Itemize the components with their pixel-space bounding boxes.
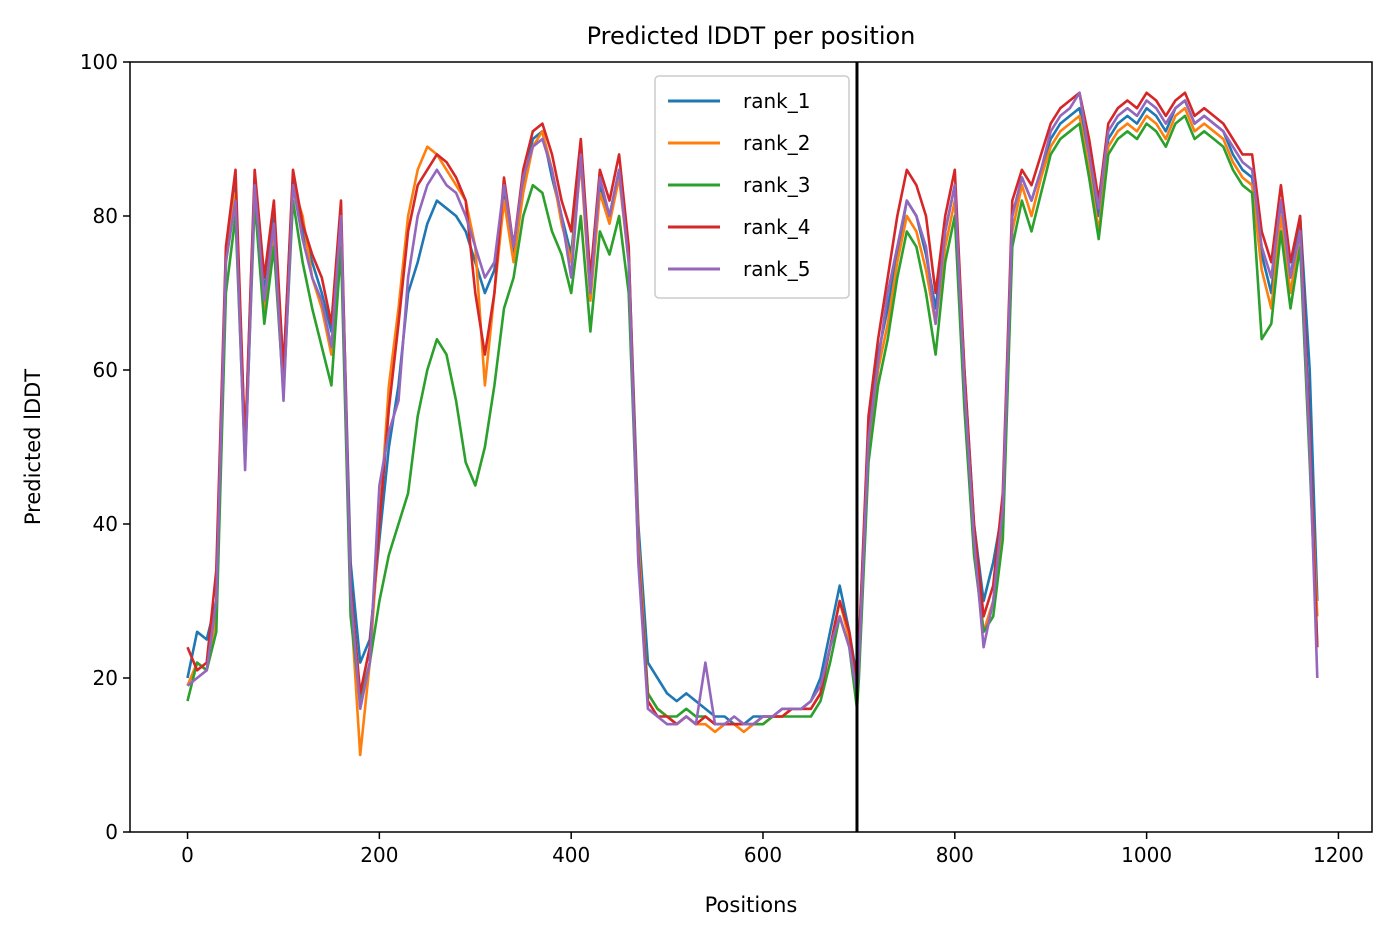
y-tick-label: 60 xyxy=(93,358,118,382)
y-tick-label: 40 xyxy=(93,512,118,536)
x-tick-label: 400 xyxy=(552,843,590,867)
x-tick-label: 600 xyxy=(744,843,782,867)
series-line-rank_3 xyxy=(186,114,1319,726)
chart-title: Predicted lDDT per position xyxy=(587,22,916,50)
x-tick-label: 1000 xyxy=(1121,843,1172,867)
legend-label-rank_3: rank_3 xyxy=(743,173,810,197)
legend-label-rank_1: rank_1 xyxy=(743,89,810,113)
legend-label-rank_4: rank_4 xyxy=(743,215,810,239)
y-tick-label: 80 xyxy=(93,204,118,228)
y-axis-label: Predicted lDDT xyxy=(21,369,45,525)
y-tick-label: 20 xyxy=(93,666,118,690)
y-tick-label: 100 xyxy=(80,50,118,74)
x-tick-label: 800 xyxy=(936,843,974,867)
plot-frame xyxy=(129,61,1373,833)
y-tick-label: 0 xyxy=(105,820,118,844)
x-tick-label: 0 xyxy=(181,843,194,867)
legend-box xyxy=(654,75,850,299)
plot-area xyxy=(129,61,1373,833)
series-layer xyxy=(186,91,1319,757)
legend-label-rank_5: rank_5 xyxy=(743,257,810,281)
legend: rank_1 rank_2 rank_3 rank_4 rank_5 xyxy=(654,75,850,299)
legend-label-rank_2: rank_2 xyxy=(743,131,810,155)
x-tick-label: 200 xyxy=(360,843,398,867)
x-tick-label: 1200 xyxy=(1313,843,1364,867)
series-line-rank_5 xyxy=(186,91,1319,726)
y-axis-ticks: 0 20 40 60 80 100 xyxy=(80,50,130,844)
x-axis-ticks: 0 200 400 600 800 1000 1200 xyxy=(181,832,1364,867)
x-axis-label: Positions xyxy=(705,893,798,917)
